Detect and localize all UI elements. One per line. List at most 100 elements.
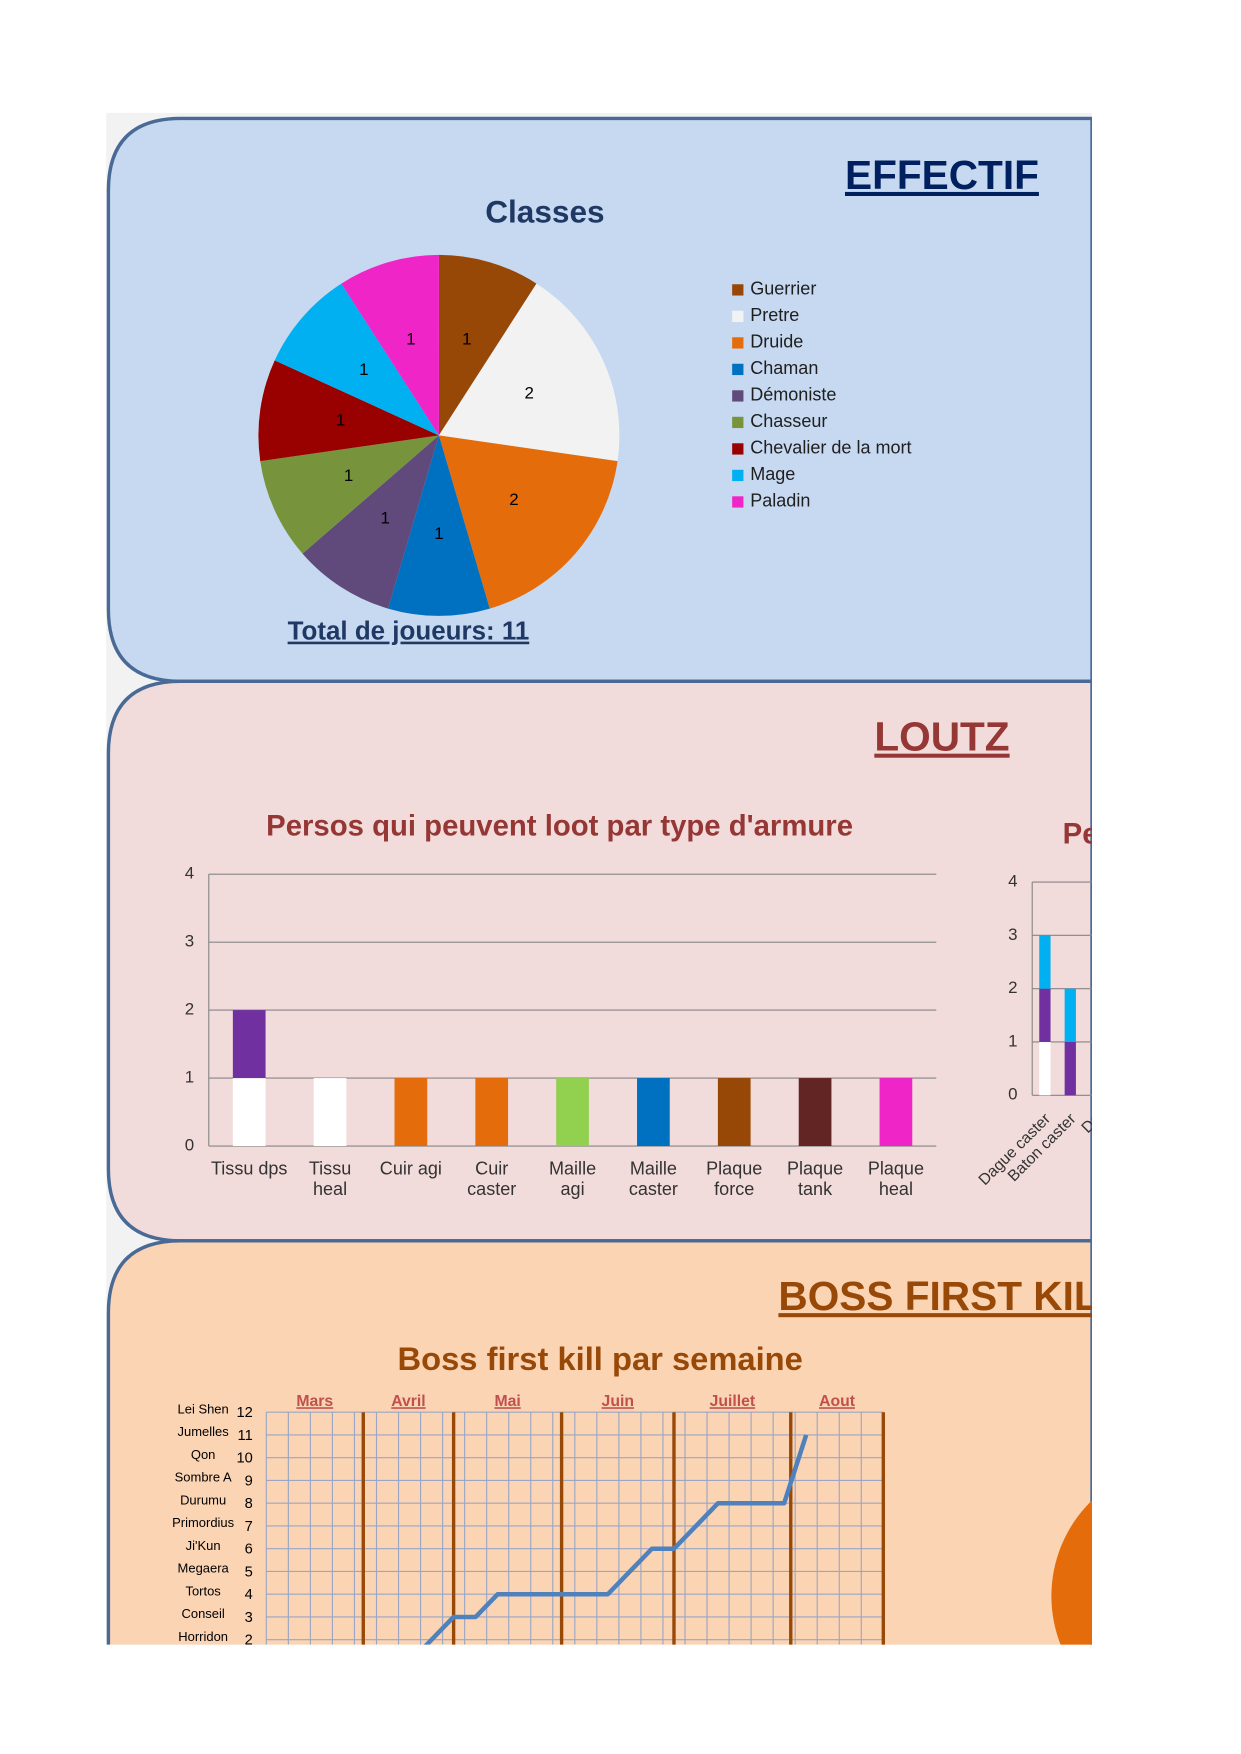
line xyxy=(423,1434,809,1645)
bar-segment xyxy=(1064,1041,1076,1096)
legend-label: Mage xyxy=(750,464,795,484)
bar-segment xyxy=(1064,988,1076,1042)
bar-segment xyxy=(556,1078,589,1147)
y-tick-label: 5 xyxy=(245,1564,253,1580)
legend-swatch xyxy=(732,443,744,455)
boss-name: Qon xyxy=(191,1447,216,1462)
bar-segment xyxy=(1039,1041,1051,1096)
legend-label: Chasseur xyxy=(750,411,827,431)
legend-label: Druide xyxy=(750,332,803,352)
data-label: 1 xyxy=(406,330,415,349)
legend-swatch xyxy=(732,310,744,323)
x-tick-label: Plaque heal xyxy=(868,1158,924,1198)
pie-slice xyxy=(341,254,439,436)
bar-segment xyxy=(637,1078,670,1147)
boss-name: Sombre A xyxy=(175,1470,232,1485)
section-heading: LOUTZ xyxy=(874,714,1009,760)
legend-swatch xyxy=(732,337,744,349)
y-tick-label: 2 xyxy=(245,1633,253,1649)
x-tick-label: Plaque tank xyxy=(787,1158,843,1198)
x-tick-label: Plaque force xyxy=(706,1158,762,1198)
chart-title: Classes xyxy=(485,194,604,230)
y-tick-label: 4 xyxy=(245,1587,253,1603)
month-label: Juin xyxy=(602,1393,634,1410)
y-tick-label: 2 xyxy=(185,1000,194,1019)
pie-slice xyxy=(388,435,490,616)
month-label: Juillet xyxy=(710,1393,756,1410)
panel-loutz xyxy=(106,679,1092,1243)
boss-name: Durumu xyxy=(180,1492,226,1507)
y-tick-label: 2 xyxy=(1008,978,1017,997)
bar-segment xyxy=(232,1078,266,1147)
section-heading: EFFECTIF xyxy=(845,152,1039,198)
bar-segment xyxy=(798,1078,832,1147)
data-label: 1 xyxy=(434,524,443,543)
x-tick-label: Maille agi xyxy=(549,1158,596,1198)
bar-segment xyxy=(1039,935,1051,989)
chart-title: Pe xyxy=(1063,818,1099,851)
month-label: Avril xyxy=(391,1393,426,1410)
y-tick-label: 3 xyxy=(185,932,194,951)
boss-name: Ji'Kun xyxy=(186,1538,221,1553)
y-tick-label: 0 xyxy=(1008,1085,1017,1104)
bar-segment xyxy=(232,1010,266,1079)
boss-name: Primordius xyxy=(172,1515,234,1530)
bar-segment xyxy=(475,1078,509,1147)
data-label: 1 xyxy=(381,508,390,527)
data-label: 1 xyxy=(462,330,471,349)
legend-label: Guerrier xyxy=(750,279,816,299)
month-label: Mars xyxy=(296,1393,333,1410)
legend-swatch xyxy=(732,284,744,296)
legend-swatch xyxy=(732,469,744,482)
x-tick-label: Tissu heal xyxy=(309,1158,351,1198)
pie-slice xyxy=(260,435,439,554)
decor-circle xyxy=(1051,1500,1092,1645)
y-tick-label: 4 xyxy=(1008,872,1017,891)
bar-segment xyxy=(313,1078,347,1147)
y-tick-label: 8 xyxy=(245,1496,253,1512)
x-tick-label: Cuir caster xyxy=(467,1158,516,1198)
boss-name: Jumelles xyxy=(178,1424,230,1439)
y-tick-label: 0 xyxy=(185,1135,194,1154)
y-tick-label: 3 xyxy=(245,1610,253,1626)
month-label: Aout xyxy=(819,1393,856,1410)
legend-label: Chevalier de la mort xyxy=(750,438,911,458)
legend-swatch xyxy=(732,416,744,429)
boss-name: Conseil xyxy=(182,1606,225,1621)
month-label: Mai xyxy=(494,1393,520,1410)
annotation: Total de joueurs: 11 xyxy=(288,618,530,646)
legend-swatch xyxy=(732,390,744,402)
y-tick-label: 11 xyxy=(238,1428,253,1444)
boss-name: Horridon xyxy=(178,1629,228,1644)
y-tick-label: 6 xyxy=(245,1542,253,1558)
data-label: 2 xyxy=(509,490,518,509)
boss-name: Megaera xyxy=(178,1561,230,1576)
data-label: 1 xyxy=(336,411,345,430)
section-heading: BOSS FIRST KILL xyxy=(778,1273,1123,1319)
legend-label: Paladin xyxy=(750,491,810,511)
legend-label: Pretre xyxy=(750,305,799,325)
x-tick-label: Cuir agi xyxy=(380,1158,442,1178)
x-tick-label: Maille caster xyxy=(629,1158,678,1198)
chart-title: Persos qui peuvent loot par type d'armur… xyxy=(266,810,853,843)
bar-segment xyxy=(717,1078,751,1147)
content: EFFECTIF LOUTZ BOSS FIRST KILL Classes 1 G… xyxy=(106,112,1123,1649)
y-tick-label: 1 xyxy=(1008,1031,1017,1050)
legend-label: Chaman xyxy=(750,358,818,378)
boss-name: Lei Shen xyxy=(178,1401,229,1416)
data-label: 1 xyxy=(344,466,353,485)
legend-label: Démoniste xyxy=(750,385,836,405)
x-tick-label: Tissu dps xyxy=(211,1158,288,1178)
y-tick-label: 1 xyxy=(185,1068,194,1087)
y-tick-label: 12 xyxy=(236,1405,252,1421)
pie-slice xyxy=(438,283,620,462)
chart-title: Boss first kill par semaine xyxy=(398,1340,803,1377)
bar-segment xyxy=(1039,988,1051,1042)
pie-slice xyxy=(438,435,618,609)
bar-segment xyxy=(879,1078,913,1147)
y-tick-label: 10 xyxy=(236,1451,252,1467)
y-tick-label: 7 xyxy=(245,1519,253,1535)
y-tick-label: 3 xyxy=(1008,925,1017,944)
data-label: 1 xyxy=(359,360,368,379)
